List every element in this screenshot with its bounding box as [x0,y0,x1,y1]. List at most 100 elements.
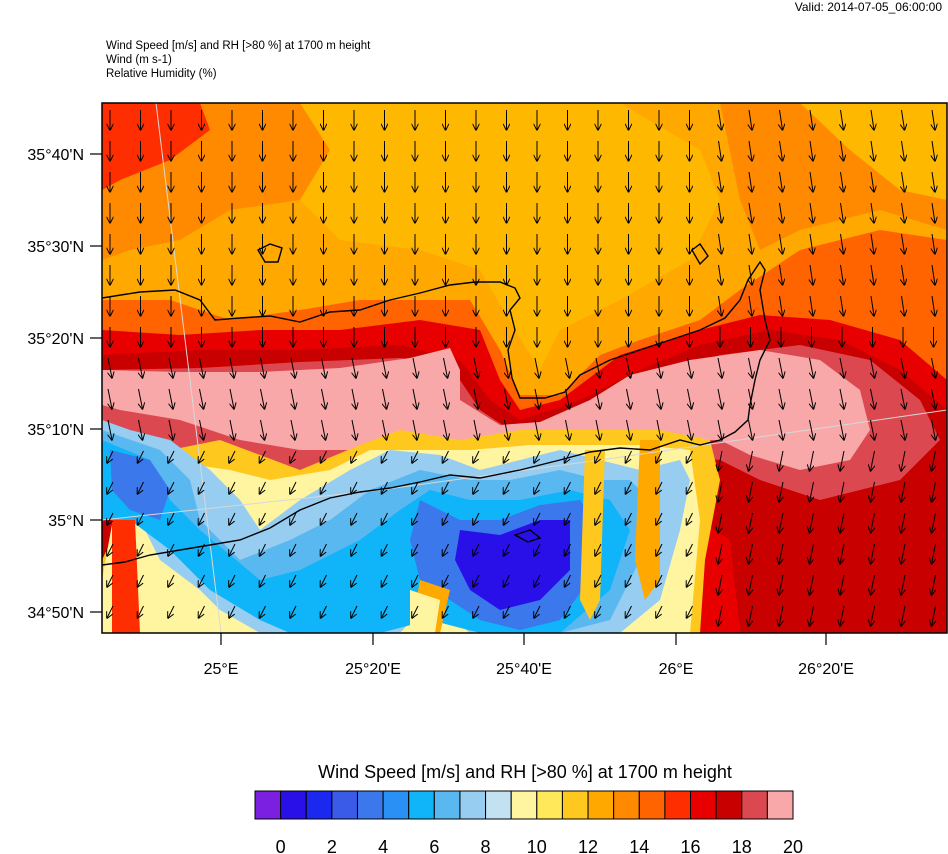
wind-arrow [719,140,722,161]
wind-arrow [473,605,480,618]
wind-arrow [443,481,449,494]
wind-vectors [107,109,936,626]
wind-arrow [871,202,874,223]
wind-arrow [718,574,722,595]
wind-arrow [596,357,600,378]
wind-arrow [932,140,935,161]
wind-arrow [688,388,692,409]
wind-arrow [871,233,874,254]
rh-variable-label: Relative Humidity (%) [106,68,217,80]
wind-arrow [902,264,905,285]
wind-arrow [138,481,144,494]
wind-arrow [901,605,905,626]
wind-arrow [383,419,387,440]
colorbar-swatch [485,790,512,820]
lat-label: 35°30'N [27,239,84,256]
wind-arrow [291,388,295,409]
wind-arrow [841,140,844,161]
wind-arrow [688,419,692,440]
wind-arrow [871,605,875,626]
wind-arrow [749,109,752,130]
wind-arrow [718,543,722,564]
wind-arrow [719,233,722,254]
wind-arrow [565,512,571,525]
wind-arrow [168,574,175,587]
wind-arrow [595,574,602,587]
colorbar-tick-label: 8 [481,837,491,854]
wind-arrow [810,295,813,316]
wind-arrow [810,202,813,223]
colorbar-swatch [356,790,384,820]
wind-arrow [779,543,783,564]
wind-arrow [932,202,935,223]
colorbar-tick-label: 18 [732,837,752,854]
colorbar-swatch [638,790,666,820]
wind-arrow [626,512,632,525]
wind-arrow [291,419,295,440]
contour-18-east [700,520,740,633]
wind-arrow [749,605,753,626]
wind-arrow [443,574,449,587]
wind-arrow [473,543,480,556]
wind-arrow [871,481,875,502]
wind-arrow [596,419,600,440]
wind-arrow [841,202,844,223]
wind-arrow [504,605,510,618]
wind-arrow [626,543,632,556]
lat-label: 35°40'N [27,147,84,164]
colorbar-tick-label: 2 [327,837,337,854]
wind-arrow [932,605,936,626]
colorbar-swatch [664,790,692,820]
wind-arrow [566,388,570,409]
wind-arrow [779,388,783,409]
colorbar-tick-label: 14 [629,837,649,854]
wind-arrow [290,450,297,463]
wind-arrow [504,543,510,556]
wind-arrow [169,419,173,440]
wind-arrow [901,543,905,564]
wind-arrow [718,357,722,378]
wind-arrow [627,388,631,409]
colorbar-swatch [766,790,794,820]
wind-arrow [780,140,783,161]
wind-arrow [841,109,844,130]
lat-label: 35°N [48,513,84,530]
wind-arrow [290,605,297,618]
wind-arrow [780,109,783,130]
lon-label: 26°20'E [798,661,854,678]
wind-arrow [290,481,297,494]
wind-arrow [351,574,358,587]
colorbar-labels: 0 2 4 6 8 10 12 14 16 18 20 [276,837,803,854]
wind-arrow [229,543,236,556]
wind-arrow [779,605,783,626]
wind-arrow [871,357,875,378]
wind-arrow [902,202,905,223]
wind-arrow [596,388,600,409]
wind-arrow [749,481,753,502]
wind-arrow [626,605,632,618]
colorbar-tick-label: 0 [276,837,286,854]
wind-arrow [871,512,875,533]
wind-arrow [382,512,388,525]
wind-arrow [841,171,844,192]
wind-arrow [505,388,509,409]
colorbar-swatch [331,790,358,820]
wind-arrow [382,574,388,587]
wind-arrow [718,419,722,440]
colorbar-swatch [254,790,282,820]
wind-arrow [902,140,905,161]
wind-arrow [565,574,571,587]
wind-arrow [595,481,602,494]
colorbar-swatch [587,790,615,820]
wind-arrow [901,388,905,409]
wind-arrow [749,140,752,161]
wind-arrow [932,357,936,378]
wind-arrow [230,357,234,378]
wind-arrow [412,605,419,618]
wind-arrow [901,357,905,378]
streak-2 [635,440,660,600]
coastline [102,242,771,566]
wind-arrow [473,450,480,463]
wind-arrow [107,450,114,463]
wind-arrow [473,574,480,587]
